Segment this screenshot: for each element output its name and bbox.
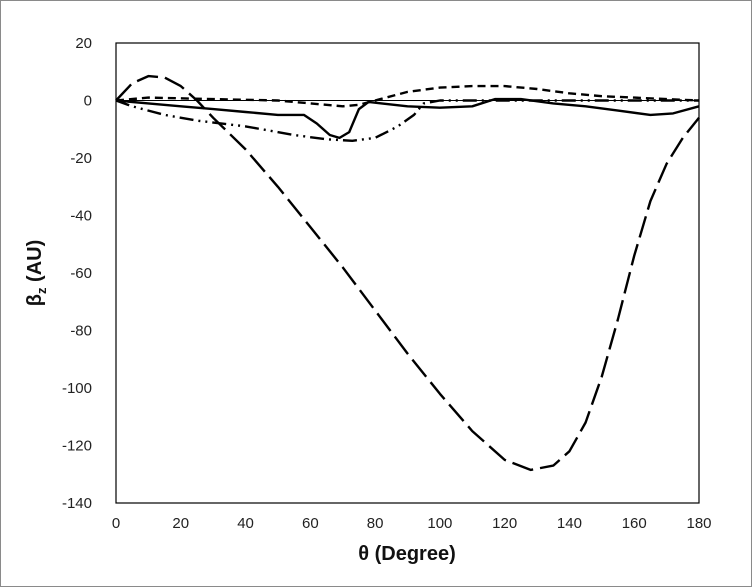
x-tick-label: 180	[686, 515, 711, 532]
x-tick-label: 160	[622, 515, 647, 532]
x-tick-label: 140	[557, 515, 582, 532]
y-tick-label: -20	[70, 150, 92, 167]
x-tick-label: 60	[302, 515, 319, 532]
x-tick-label: 100	[427, 515, 452, 532]
y-tick-label: -80	[70, 323, 92, 340]
x-tick-label: 80	[367, 515, 384, 532]
y-tick-label: -60	[70, 265, 92, 282]
y-axis-title-sub: z	[34, 287, 49, 294]
y-tick-label: 20	[75, 35, 92, 52]
y-tick-label: -140	[62, 495, 92, 512]
y-tick-label: 0	[84, 93, 92, 110]
x-tick-label: 0	[112, 515, 120, 532]
y-tick-labels: 20 0 -20 -40 -60 -80 -100 -120 -140	[62, 35, 92, 512]
x-tick-label: 20	[172, 515, 189, 532]
y-tick-label: -100	[62, 380, 92, 397]
y-tick-label: -40	[70, 208, 92, 225]
y-axis-title: βz (AU)	[24, 240, 49, 306]
series-line-dashed	[115, 84, 700, 108]
plot-area	[115, 42, 700, 504]
y-tick-label: -120	[62, 438, 92, 455]
series-group	[115, 74, 700, 472]
series-line-dash-dot-dot	[115, 99, 699, 142]
series-line-long-dash	[115, 74, 700, 472]
x-tick-label: 120	[492, 515, 517, 532]
y-axis-title-main: β	[24, 294, 46, 306]
x-tick-label: 40	[237, 515, 254, 532]
y-axis-title-unit: (AU)	[24, 240, 46, 288]
x-tick-labels: 0 20 40 60 80 100 120 140 160 180	[112, 515, 712, 532]
x-axis-title: θ (Degree)	[358, 543, 456, 565]
